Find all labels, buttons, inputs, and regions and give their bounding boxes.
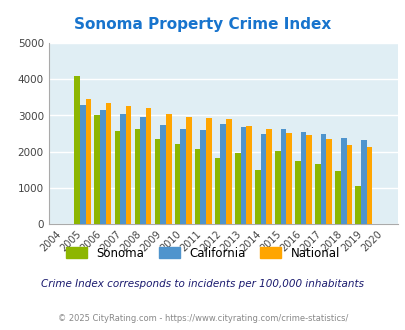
Bar (74, 76, 80, 224)
Bar (286, 133, 291, 224)
Bar (134, 129, 140, 224)
Bar (126, 106, 131, 224)
Bar (345, 145, 351, 224)
Bar (354, 186, 360, 224)
Bar (326, 139, 331, 224)
Bar (140, 117, 145, 224)
Bar (275, 151, 280, 224)
Bar (366, 148, 371, 224)
Bar (100, 111, 105, 224)
Bar (245, 126, 251, 224)
Bar (174, 144, 180, 224)
Bar (306, 135, 311, 224)
Bar (145, 108, 151, 224)
Bar (114, 131, 120, 224)
Bar (180, 129, 185, 224)
Bar (240, 127, 245, 224)
Bar (105, 103, 111, 224)
Bar (200, 130, 205, 224)
Bar (85, 99, 91, 224)
Bar (194, 148, 200, 224)
Bar (360, 140, 366, 224)
Bar (166, 114, 171, 224)
Bar (260, 134, 266, 224)
Text: Sonoma Property Crime Index: Sonoma Property Crime Index (74, 16, 331, 31)
Bar (280, 129, 286, 224)
Bar (160, 125, 166, 224)
Legend: Sonoma, California, National: Sonoma, California, National (61, 242, 344, 264)
Bar (294, 160, 300, 224)
Bar (234, 153, 240, 224)
Bar (214, 158, 220, 224)
Text: Crime Index corresponds to incidents per 100,000 inhabitants: Crime Index corresponds to incidents per… (41, 279, 364, 289)
Bar (340, 138, 345, 224)
Bar (266, 129, 271, 224)
Text: © 2025 CityRating.com - https://www.cityrating.com/crime-statistics/: © 2025 CityRating.com - https://www.city… (58, 314, 347, 323)
Bar (80, 105, 85, 224)
Bar (154, 140, 160, 224)
Bar (185, 117, 191, 224)
Bar (254, 170, 260, 224)
Bar (314, 164, 320, 224)
Bar (94, 115, 100, 224)
Bar (120, 115, 126, 224)
Bar (320, 134, 326, 224)
Bar (226, 119, 231, 224)
Bar (205, 118, 211, 224)
Bar (220, 124, 226, 224)
Bar (300, 132, 306, 224)
Bar (335, 171, 340, 224)
